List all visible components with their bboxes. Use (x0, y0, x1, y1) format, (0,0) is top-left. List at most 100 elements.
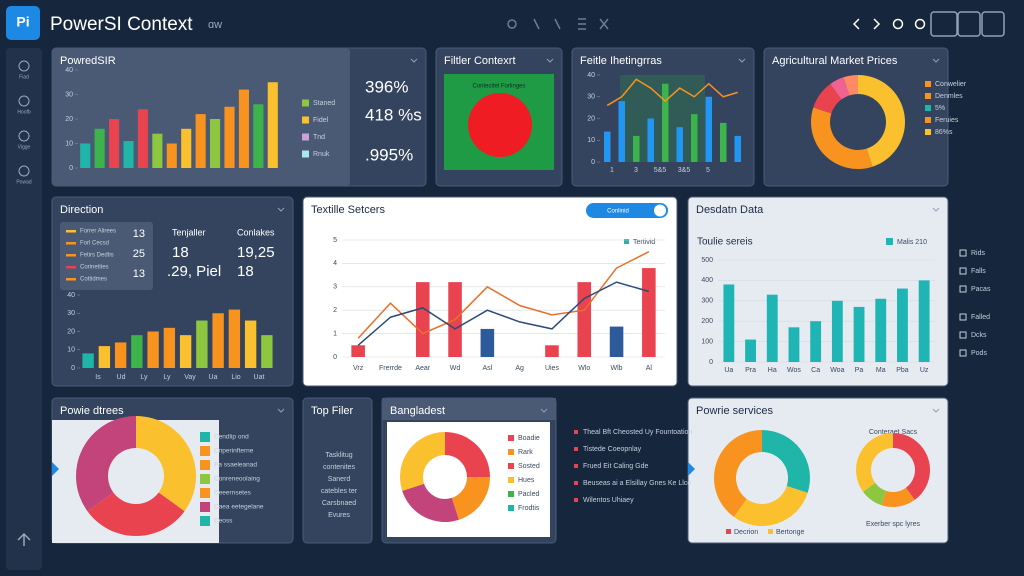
legend-swatch (200, 474, 210, 484)
y-tick-label: 200 (701, 318, 713, 325)
legend-label: Rark (518, 449, 533, 456)
donut-slice (863, 482, 887, 506)
x-tick-label: Ca (811, 367, 820, 374)
panel-title: Powrie services (696, 405, 774, 417)
legend-swatch (508, 505, 514, 511)
x-tick-label: Ua (724, 367, 733, 374)
bar (705, 96, 713, 162)
icon[interactable] (892, 18, 904, 30)
tool-button[interactable] (930, 11, 958, 37)
side-item[interactable]: Pacas (971, 286, 991, 293)
y-tick-label: 0 (333, 354, 337, 361)
toggle-knob[interactable] (654, 204, 666, 217)
icon[interactable] (533, 18, 609, 30)
side-icon[interactable] (959, 331, 967, 339)
sidebar-icon[interactable] (18, 130, 30, 142)
x-tick-label: Asl (482, 365, 492, 372)
filter-item: Tasklitug (325, 452, 352, 459)
bar (98, 346, 111, 368)
side-icon[interactable] (959, 285, 967, 293)
bar (745, 339, 756, 362)
sidebar-label[interactable]: Hoofb (17, 109, 31, 115)
donut-slice (858, 75, 905, 167)
panel-title: Top Filer (311, 405, 354, 417)
bar (163, 327, 176, 368)
panel-menu[interactable] (546, 58, 554, 63)
y-tick-label: 30 (65, 91, 73, 98)
side-item[interactable]: Falled (971, 314, 990, 321)
x-tick-label: Frerrde (379, 365, 402, 372)
x-tick-label: Ly (163, 374, 171, 381)
bar (690, 114, 698, 162)
home-icon[interactable] (17, 532, 31, 546)
panel-menu[interactable] (277, 408, 285, 413)
list-item: Frued Eit Caling Gde (583, 463, 648, 470)
logo[interactable]: Pi (16, 14, 29, 30)
legend-label: Conwelier (935, 81, 967, 88)
side-icon[interactable] (959, 267, 967, 275)
sidebar-icon[interactable] (18, 95, 30, 107)
panel-menu[interactable] (932, 58, 940, 63)
logo-box[interactable] (6, 6, 40, 40)
bar (618, 101, 626, 162)
y-tick-label: 20 (587, 115, 595, 122)
row-swatch (66, 278, 76, 281)
panel-menu[interactable] (410, 58, 418, 63)
x-tick-label: Ud (117, 374, 126, 381)
sidebar-label[interactable]: Powad (16, 179, 32, 185)
side-icon[interactable] (959, 249, 967, 257)
panel-menu[interactable] (932, 408, 940, 413)
toggle-button[interactable] (586, 203, 668, 218)
panel-menu[interactable] (738, 58, 746, 63)
row-label: Forl Cecsd (80, 241, 109, 247)
side-item[interactable]: Falls (971, 268, 986, 275)
legend-label: Cnperinfterne (214, 448, 254, 455)
x-tick-label: 1 (610, 167, 614, 174)
x-tick-label: 5 (706, 167, 710, 174)
button-label[interactable]: Conlinid (607, 209, 629, 215)
legend-swatch (200, 432, 210, 442)
panel-title: Direction (60, 204, 103, 216)
side-item[interactable]: Rids (971, 250, 986, 257)
sidebar-icon[interactable] (18, 60, 30, 72)
x-tick-label: Ag (515, 365, 524, 372)
tool-button[interactable] (981, 11, 1005, 37)
panel-menu[interactable] (932, 207, 940, 212)
legend-swatch (508, 477, 514, 483)
stat-value: .995% (365, 145, 413, 164)
sidebar-icon[interactable] (18, 165, 30, 177)
icon[interactable] (914, 18, 926, 30)
side-icon[interactable] (959, 349, 967, 357)
bar (238, 89, 249, 168)
legend-label: Tnd (313, 134, 325, 141)
panel-menu[interactable] (540, 408, 548, 413)
x-tick-label: Pa (855, 367, 864, 374)
row-label: Corinetites (80, 265, 109, 271)
legend-label: Hues (518, 477, 535, 484)
bar (82, 353, 94, 368)
legend-swatch (508, 463, 514, 469)
filter-item: Carsbnaed (322, 500, 356, 507)
row-label: Cottidmes (80, 277, 107, 283)
side-item[interactable]: Dcks (971, 332, 987, 339)
sidebar-label[interactable]: Fiad (19, 74, 29, 80)
bar (788, 327, 800, 362)
nav-arrows[interactable] (852, 18, 881, 30)
y-tick-label: 500 (701, 257, 713, 264)
panel-menu[interactable] (277, 207, 285, 212)
donut-slice (714, 430, 762, 517)
side-item[interactable]: Pods (971, 350, 987, 357)
bar (351, 345, 365, 357)
panel-title: Agricultural Market Prices (772, 55, 898, 67)
x-tick-label: 3&5 (678, 167, 691, 174)
sidebar-label[interactable]: Vigge (18, 144, 31, 150)
panel-title: Desdatn Data (696, 204, 764, 216)
icon[interactable] (507, 19, 517, 29)
chart-subtitle: Toulie sereis (697, 237, 753, 248)
side-icon[interactable] (959, 313, 967, 321)
bar (195, 114, 206, 168)
legend-swatch (200, 446, 210, 456)
tool-button[interactable] (957, 11, 981, 37)
donut-slice (843, 75, 858, 96)
donut-slice (893, 433, 930, 500)
